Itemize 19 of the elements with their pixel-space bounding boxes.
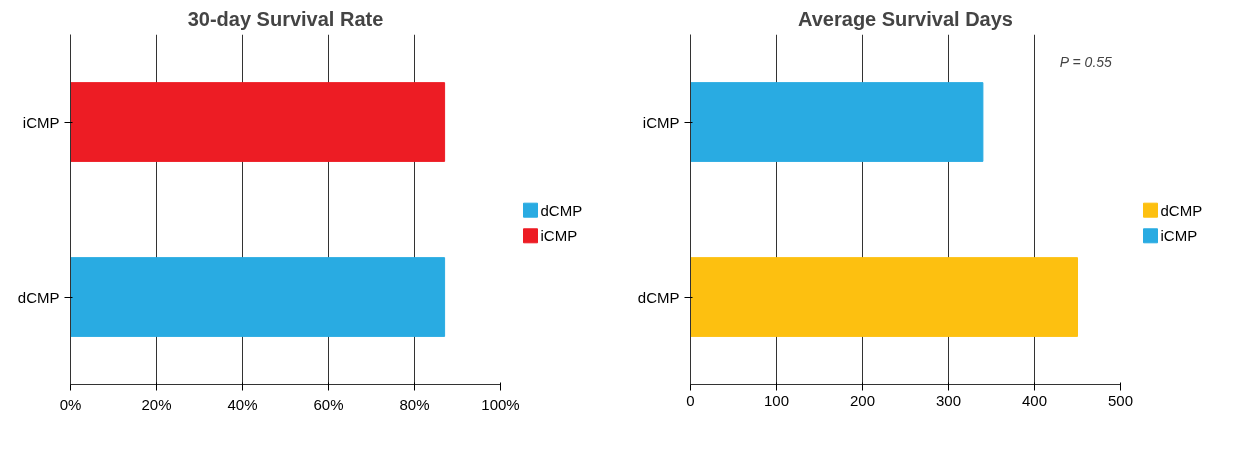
chart-title: Average Survival Days	[798, 7, 1013, 30]
x-tick-label: 400	[1021, 391, 1048, 409]
x-tick-label: 500	[1107, 391, 1134, 409]
legend-label: iCMP	[540, 227, 578, 245]
annotation: P = 0.55	[1059, 53, 1113, 70]
legend-label: dCMP	[1160, 201, 1203, 219]
x-tick-label: 20%	[141, 395, 172, 413]
chart-title: 30-day Survival Rate	[187, 7, 384, 30]
x-tick-label: 200	[849, 391, 876, 409]
x-tick-label: 40%	[227, 395, 258, 413]
x-tick-label: 0	[686, 391, 695, 409]
x-tick-label: 0%	[59, 395, 82, 413]
x-tick-label: 100%	[481, 395, 520, 413]
legend-label: dCMP	[540, 201, 583, 219]
x-tick-label: 300	[935, 391, 962, 409]
x-tick-label: 80%	[399, 395, 430, 413]
x-tick-label: 100	[763, 391, 790, 409]
legend-label: iCMP	[1160, 227, 1198, 245]
x-tick-label: 60%	[313, 395, 344, 413]
